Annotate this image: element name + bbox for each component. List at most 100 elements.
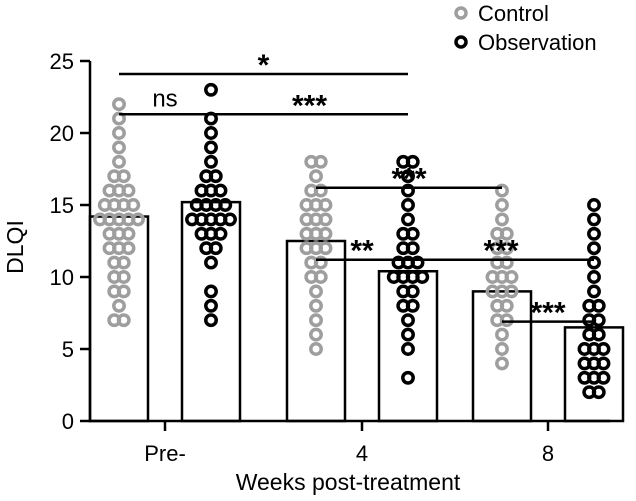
axes-layer [88, 61, 610, 423]
data-point-control [121, 226, 136, 241]
data-point-control [495, 183, 509, 198]
x-tick-label: Pre- [144, 441, 186, 466]
data-point-control [121, 241, 136, 256]
data-point-observation [587, 284, 601, 299]
data-point-observation [596, 370, 611, 385]
data-point-observation [587, 212, 601, 227]
data-point-control [495, 198, 509, 212]
legend-marker-observation [454, 35, 468, 49]
data-point-control [116, 169, 131, 184]
data-point-observation [401, 169, 415, 184]
data-point-control [495, 356, 509, 371]
data-point-observation [405, 298, 420, 313]
data-point-control [318, 241, 333, 256]
legend-label-control: Control [478, 1, 549, 26]
data-point-observation [587, 226, 601, 241]
y-tick-label: 20 [50, 121, 74, 146]
data-point-observation [587, 241, 601, 256]
data-point-observation [591, 298, 606, 313]
data-point-control [313, 154, 328, 169]
legend-marker-control [454, 6, 468, 20]
data-point-observation [591, 385, 606, 400]
data-point-control [504, 270, 519, 284]
data-point-observation [405, 241, 420, 256]
data-point-observation [204, 298, 218, 313]
data-point-control [495, 212, 509, 227]
data-point-observation [401, 313, 415, 328]
data-point-observation [204, 255, 218, 270]
significance-label: * [258, 49, 270, 82]
data-point-observation [596, 356, 611, 371]
data-point-control [313, 183, 328, 198]
data-point-control [309, 313, 323, 328]
data-point-control [112, 298, 126, 313]
data-point-observation [591, 313, 606, 328]
data-point-observation [401, 183, 415, 198]
data-point-control [499, 313, 514, 328]
data-point-observation [410, 255, 425, 270]
data-point-observation [204, 313, 218, 328]
y-tick-label: 15 [50, 193, 74, 218]
legend-label-observation: Observation [478, 30, 597, 55]
data-point-control [116, 284, 131, 299]
y-tick-label: 5 [62, 337, 74, 362]
data-point-control [495, 327, 509, 342]
ticks-layer: 0 5 10 15 20 25 Pre- 4 8 [50, 49, 555, 466]
data-point-control [126, 198, 141, 212]
data-point-control [318, 198, 333, 212]
data-point-observation [401, 327, 415, 342]
data-point-observation [204, 284, 218, 299]
data-point-control [309, 342, 323, 356]
x-tick-label: 8 [542, 441, 554, 466]
data-point-observation [415, 270, 430, 284]
data-point-control [499, 241, 514, 256]
data-point-observation [405, 154, 420, 169]
data-point-control [309, 169, 323, 184]
data-point-control [318, 226, 333, 241]
y-tick-label: 10 [50, 265, 74, 290]
data-point-control [309, 327, 323, 342]
data-point-observation [591, 327, 606, 342]
data-point-observation [587, 270, 601, 284]
data-point-observation [596, 342, 611, 356]
data-point-observation [208, 241, 223, 256]
data-point-control [313, 255, 328, 270]
data-point-observation [401, 342, 415, 356]
x-axis-title: Weeks post-treatment [236, 469, 461, 495]
data-point-observation [405, 226, 420, 241]
data-point-control [112, 97, 126, 112]
data-point-control [499, 226, 514, 241]
data-point-control [504, 284, 519, 299]
data-point-observation [401, 212, 415, 227]
data-point-control [495, 342, 509, 356]
x-tick-label: 4 [356, 441, 368, 466]
data-point-observation [587, 255, 601, 270]
data-point-observation [213, 183, 228, 198]
data-point-observation [204, 154, 218, 169]
data-point-observation [213, 226, 228, 241]
data-point-control [313, 270, 328, 284]
data-point-observation [218, 198, 233, 212]
significance-label: ** [350, 235, 374, 268]
data-point-control [121, 183, 136, 198]
data-point-control [499, 255, 514, 270]
data-point-observation [405, 284, 420, 299]
data-point-control [309, 284, 323, 299]
significance-layer: *ns ******** ****** [119, 49, 594, 330]
points-layer [93, 82, 611, 400]
data-point-control [116, 270, 131, 284]
data-point-observation [204, 140, 218, 155]
data-point-control [309, 298, 323, 313]
y-tick-label: 0 [62, 409, 74, 434]
y-tick-label: 25 [50, 49, 74, 74]
data-point-control [116, 313, 131, 328]
data-point-observation [401, 370, 415, 385]
significance-label: ns [152, 85, 177, 112]
significance-label: *** [391, 163, 426, 196]
data-point-control [112, 154, 126, 169]
data-point-control [116, 255, 131, 270]
significance-label: *** [292, 89, 327, 122]
data-point-observation [401, 198, 415, 212]
data-point-control [318, 212, 333, 227]
